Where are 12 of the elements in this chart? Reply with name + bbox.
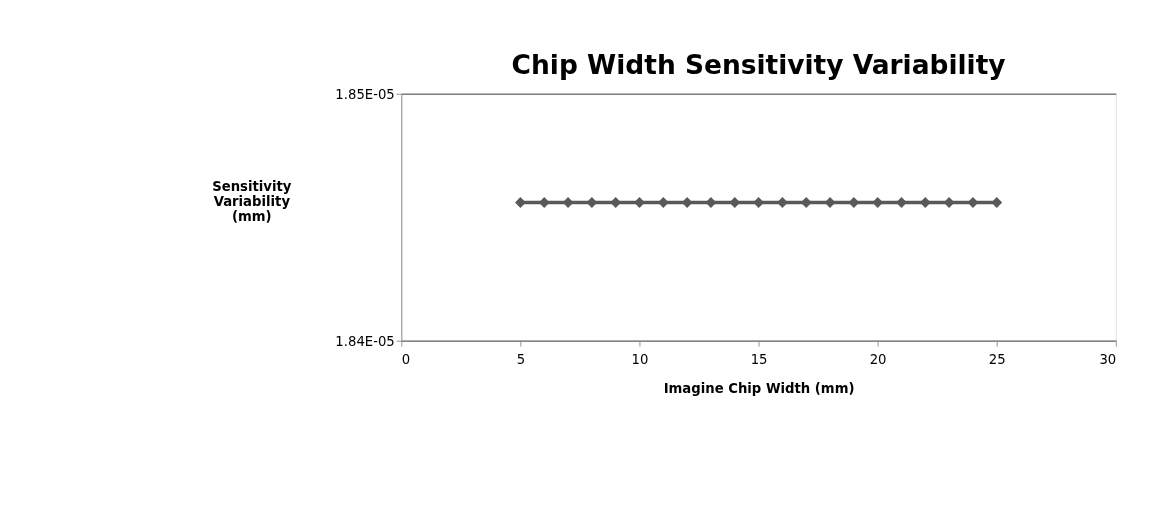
x-tick-label: 15 <box>750 352 768 368</box>
y-tick-label: 1.85E-05 <box>335 86 395 102</box>
x-tick-label: 25 <box>988 352 1006 368</box>
x-tick-label: 30 <box>1099 352 1117 368</box>
x-tick-label: 10 <box>631 352 649 368</box>
x-tick-label: 0 <box>401 352 411 368</box>
x-axis-title: Imagine Chip Width (mm) <box>663 381 855 397</box>
x-tick-label: 5 <box>516 352 526 368</box>
y-axis-title: Sensitivity Variability (mm) <box>212 179 292 225</box>
x-tick-label: 20 <box>869 352 887 368</box>
y-tick-label: 1.84E-05 <box>335 333 395 349</box>
chart-title: Chip Width Sensitivity Variability <box>511 48 1006 80</box>
